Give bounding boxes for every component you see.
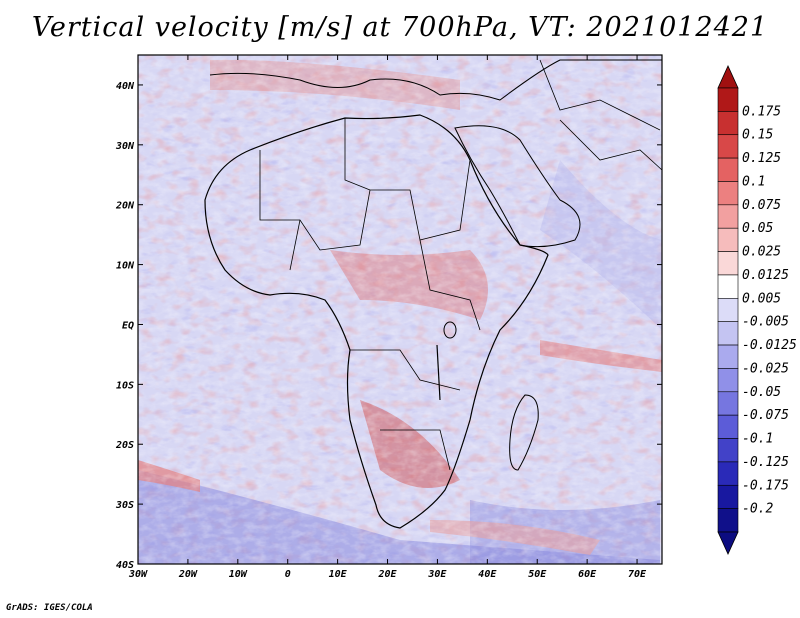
longitude-axis: 30W 20W 10W 0 10E 20E 30E 40E 50E 60E 70E [128, 55, 647, 580]
lat-tick-label: 20N [115, 201, 135, 212]
colorbar-label: 0.025 [742, 245, 781, 260]
colorbar-segment [717, 368, 739, 393]
colorbar-segment [717, 391, 739, 416]
colorbar-segment [717, 484, 739, 509]
lon-tick-label: 20E [377, 569, 397, 580]
lat-tick-label: 40N [116, 81, 135, 92]
colorbar-label: -0.0125 [742, 338, 797, 353]
colorbar-label: -0.005 [742, 315, 789, 330]
colorbar-label: -0.1 [742, 432, 773, 447]
lat-tick-label: 40S [116, 560, 134, 571]
colorbar-segment [717, 438, 739, 463]
lat-tick-label: EQ [122, 320, 134, 331]
colorbar: 0.175 0.15 0.125 0.1 0.075 0.05 0.025 0.0125 0.0… [717, 65, 797, 555]
lon-tick-label: 30W [128, 569, 148, 580]
colorbar-label: 0.0125 [742, 268, 789, 283]
lon-tick-label: 70E [628, 569, 647, 580]
colorbar-segment [717, 134, 739, 159]
colorbar-segment [717, 181, 739, 206]
colorbar-label: -0.05 [742, 385, 781, 400]
colorbar-label: 0.175 [742, 104, 781, 119]
lat-tick-label: 10N [116, 261, 135, 272]
lon-tick-label: 60E [578, 569, 597, 580]
lon-tick-label: 10E [329, 569, 348, 580]
lon-tick-label: 0 [285, 569, 291, 580]
plot-frame [137, 54, 663, 565]
colorbar-label: -0.025 [742, 361, 789, 376]
lon-tick-label: 10W [229, 569, 248, 580]
colorbar-label: 0.005 [742, 291, 781, 306]
colorbar-segment [717, 508, 739, 533]
colorbar-label: 0.15 [742, 128, 773, 143]
colorbar-segment [717, 414, 739, 439]
lon-tick-label: 50E [528, 569, 547, 580]
latitude-axis: 40N 30N 20N 10N EQ 10S 20S 30S 40S [115, 81, 662, 571]
colorbar-segment [717, 251, 739, 276]
colorbar-top-arrow [717, 65, 739, 89]
colorbar-label: 0.05 [742, 221, 773, 236]
colorbar-segment [717, 274, 739, 299]
plot-title: Vertical velocity [m/s] at 700hPa, VT: 2… [31, 12, 769, 43]
colorbar-label: -0.175 [742, 478, 789, 493]
colorbar-label: 0.1 [742, 174, 765, 189]
colorbar-label: 0.125 [742, 151, 781, 166]
colorbar-label: -0.2 [742, 502, 773, 517]
lon-tick-label: 40E [478, 569, 497, 580]
lon-tick-label: 20W [178, 569, 198, 580]
colorbar-segment [717, 157, 739, 182]
colorbar-segment [717, 87, 739, 112]
colorbar-segment [717, 227, 739, 252]
credit-label: GrADS: IGES/COLA [6, 603, 93, 613]
colorbar-bottom-arrow [717, 531, 739, 555]
lat-tick-label: 30S [115, 500, 134, 511]
colorbar-segment [717, 461, 739, 486]
colorbar-label: -0.075 [742, 408, 789, 423]
colorbar-segment [717, 298, 739, 322]
lat-tick-label: 30N [115, 141, 135, 152]
colorbar-segment [717, 321, 739, 346]
colorbar-segment [717, 204, 739, 229]
colorbar-label: 0.075 [742, 198, 781, 213]
lat-tick-label: 20S [115, 440, 134, 451]
colorbar-label: -0.125 [742, 455, 789, 470]
lat-tick-label: 10S [116, 380, 134, 391]
velocity-field [138, 55, 662, 564]
colorbar-segment [717, 111, 739, 136]
lon-tick-label: 30E [427, 569, 447, 580]
colorbar-segment [717, 344, 739, 369]
